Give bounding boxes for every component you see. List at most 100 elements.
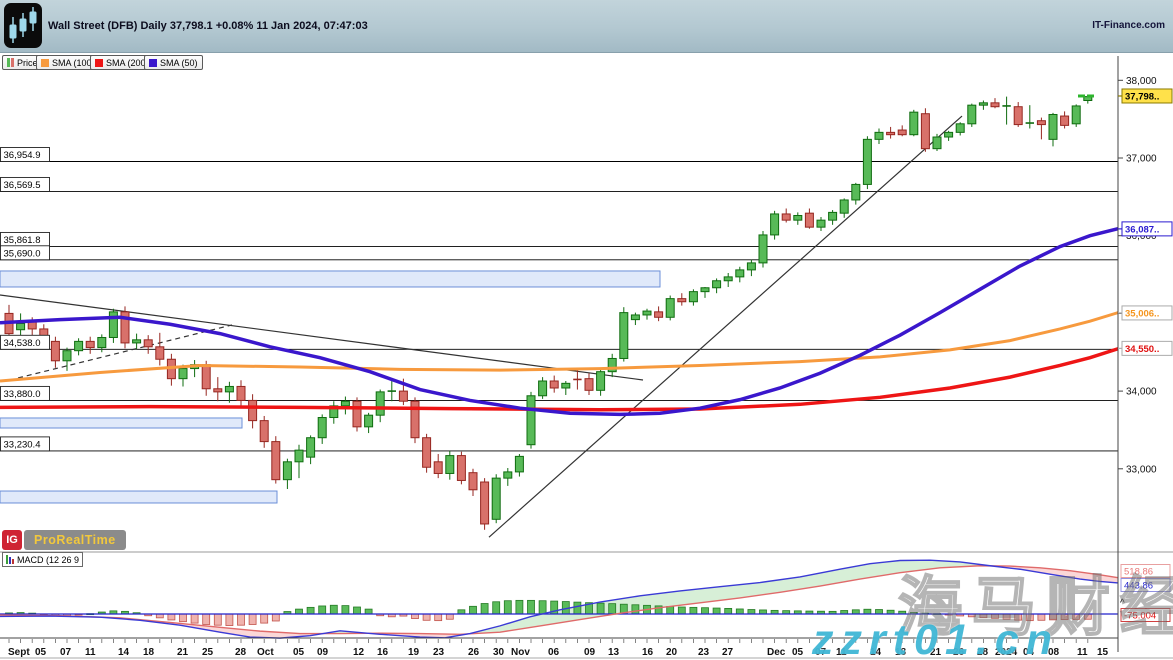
macd-bar — [608, 603, 617, 615]
macd-fill-strip — [756, 582, 762, 596]
macd-fill-strip — [738, 584, 744, 599]
macd-bar — [190, 613, 199, 624]
macd-fill-strip — [702, 587, 708, 603]
macd-value-box — [1120, 578, 1171, 592]
sma-lines — [0, 227, 1119, 417]
price-marker-box — [1121, 221, 1173, 237]
macd-indicator-label[interactable]: MACD (12 26 9 — [2, 552, 84, 567]
x-axis-label: Sept — [8, 647, 30, 658]
y-axis-label: 33,000 — [1126, 464, 1157, 475]
candle-body — [526, 395, 536, 446]
candle-body — [398, 390, 408, 402]
legend-sma200-label: SMA (200) — [106, 57, 149, 68]
macd-fill-strip — [912, 560, 918, 572]
price-marker-label: 36,087.. — [1125, 224, 1159, 235]
macd-bar — [167, 613, 176, 621]
x-axis-label: 2024 — [995, 647, 1018, 658]
macd-fill-strip — [504, 622, 510, 632]
price-candles-icon — [7, 58, 14, 67]
x-axis-label: 14 — [118, 647, 130, 658]
candle-body — [132, 339, 142, 344]
macd-fill-strip — [426, 633, 432, 638]
x-axis-label: 04 — [1023, 647, 1035, 658]
candle-body — [688, 291, 698, 303]
macd-fill-strip — [744, 583, 750, 598]
macd-fill-strip — [654, 593, 660, 609]
macd-fill-strip — [822, 571, 828, 586]
legend-price[interactable]: Price — [2, 55, 43, 70]
candle-body — [978, 102, 988, 106]
candle-body — [201, 364, 211, 390]
x-axis-label: 26 — [468, 647, 480, 658]
macd-bar — [863, 608, 872, 615]
level-label-box — [0, 436, 50, 452]
title-bar: Wall Street (DFB) Daily 37,798.1 +0.08% … — [0, 0, 1173, 53]
candle-body — [514, 455, 524, 473]
macd-bar — [445, 613, 454, 620]
support-zone — [0, 270, 661, 288]
prorealtime-logo[interactable]: IG ProRealTime — [2, 530, 126, 550]
candle-body — [712, 280, 722, 289]
macd-fill-strip — [918, 560, 924, 571]
macd-bar — [480, 603, 489, 615]
candle-body — [642, 310, 652, 316]
x-axis-label: 15 — [1097, 647, 1109, 658]
level-label: 36,954.9 — [4, 150, 41, 161]
macd-fill-strip — [870, 563, 876, 578]
macd-fill-strip — [1110, 576, 1116, 583]
macd-bar — [1060, 613, 1069, 620]
x-axis-label: 21 — [177, 647, 189, 658]
macd-fill-strip — [438, 633, 444, 638]
x-axis-label: 28 — [977, 647, 989, 658]
level-label: 35,690.0 — [4, 248, 41, 259]
candle-body — [538, 380, 548, 397]
macd-fill-strip — [852, 565, 858, 581]
macd-bar — [260, 613, 269, 624]
candlestick-logo-icon — [4, 3, 42, 48]
candle-body — [294, 449, 304, 463]
macd-bar — [295, 608, 303, 615]
macd-fill-strip — [1074, 571, 1080, 580]
macd-fill-strip — [1080, 572, 1086, 580]
macd-fill-strip — [1050, 568, 1056, 576]
macd-fill-strip — [1092, 573, 1098, 582]
x-axis-label: 08 — [1048, 647, 1060, 658]
macd-fill-strip — [858, 564, 864, 580]
macd-fill-strip — [1044, 568, 1050, 575]
macd-fill-strip — [786, 578, 792, 592]
macd-fill-strip — [930, 560, 936, 570]
macd-bar — [364, 608, 373, 615]
macd-fill-strip — [234, 628, 240, 636]
macd-fill-strip — [924, 560, 930, 570]
macd-bar — [759, 609, 767, 615]
candle-body — [306, 437, 316, 458]
macd-fill-strip — [240, 629, 246, 637]
x-axis-label: 06 — [548, 647, 560, 658]
legend-sma50[interactable]: SMA (50) — [144, 55, 203, 70]
macd-bar — [237, 613, 245, 626]
support-zone — [0, 417, 243, 429]
macd-fill-strip — [948, 561, 954, 568]
ig-logo: IG — [2, 530, 22, 550]
macd-bar — [851, 609, 860, 615]
x-axis-label: 23 — [433, 647, 445, 658]
legend-price-label: Price — [17, 57, 38, 68]
macd-fill-strip — [432, 633, 438, 638]
sma100-swatch-icon — [41, 58, 49, 67]
legend-sma100[interactable]: SMA (100) — [36, 55, 100, 70]
candle-body — [990, 102, 1000, 108]
level-label-box — [0, 385, 50, 401]
candle-body — [248, 399, 258, 422]
candle-body — [503, 471, 513, 479]
price-markers: 37,798.. 36,087.. 35,006.. 34,550.. — [1118, 88, 1173, 356]
macd-bar — [538, 600, 547, 615]
macd-bar — [179, 613, 187, 623]
candle-body — [967, 104, 977, 125]
macd-label-text: MACD (12 26 9 — [17, 554, 80, 565]
macd-fill-strip — [906, 560, 912, 573]
macd-bar — [1025, 613, 1034, 622]
candle-body — [410, 400, 420, 439]
macd-fill-strip — [798, 576, 804, 590]
